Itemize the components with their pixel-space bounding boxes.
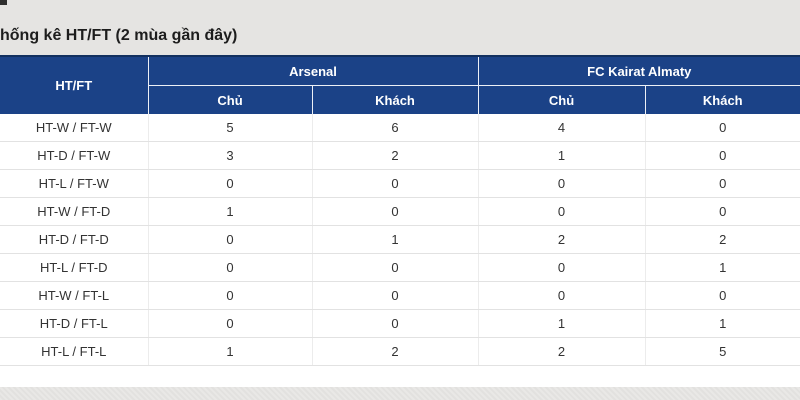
stat-cell: 2 — [477, 337, 646, 366]
team-header-kairat: FC Kairat Almaty — [477, 56, 800, 86]
table-row: HT-D / FT-L 0 0 1 1 — [0, 309, 800, 338]
subheader-arsenal-away: Khách — [311, 85, 479, 114]
stat-cell: 1 — [477, 141, 646, 170]
table-row: HT-W / FT-D 1 0 0 0 — [0, 197, 800, 226]
table-row: HT-D / FT-W 3 2 1 0 — [0, 141, 800, 170]
subheader-kairat-away: Khách — [644, 85, 800, 114]
row-label: HT-L / FT-D — [0, 253, 148, 282]
stat-cell: 5 — [644, 337, 800, 366]
stat-cell: 0 — [311, 197, 479, 226]
stat-cell: 0 — [147, 225, 312, 254]
home-away-header-row: Chủ Khách Chủ Khách — [0, 85, 800, 114]
stat-cell: 2 — [477, 225, 646, 254]
table-row: HT-L / FT-W 0 0 0 0 — [0, 169, 800, 198]
stat-cell: 0 — [311, 281, 479, 310]
stat-cell: 6 — [311, 114, 479, 142]
subheader-arsenal-home: Chủ — [147, 85, 312, 114]
stat-cell: 0 — [311, 169, 479, 198]
row-label: HT-D / FT-L — [0, 309, 148, 338]
stat-cell: 1 — [311, 225, 479, 254]
stat-cell: 1 — [147, 197, 312, 226]
stat-cell: 2 — [311, 337, 479, 366]
row-label: HT-D / FT-D — [0, 225, 148, 254]
row-label: HT-W / FT-L — [0, 281, 148, 310]
row-label: HT-W / FT-D — [0, 197, 148, 226]
stat-cell: 0 — [147, 309, 312, 338]
stat-cell: 5 — [147, 114, 312, 142]
stat-cell: 1 — [644, 253, 800, 282]
stat-cell: 0 — [311, 309, 479, 338]
stat-cell: 0 — [477, 281, 646, 310]
stat-cell: 0 — [644, 114, 800, 142]
subheader-kairat-home: Chủ — [477, 85, 646, 114]
stat-cell: 0 — [644, 169, 800, 198]
page-bottom-band — [0, 387, 800, 400]
stat-cell: 0 — [477, 169, 646, 198]
team-header-row: HT/FT Arsenal FC Kairat Almaty — [0, 56, 800, 114]
table-body: HT-W / FT-W 5 6 4 0 HT-D / FT-W 3 2 1 0 HT-L / FT-… — [0, 114, 800, 366]
stat-cell: 0 — [477, 253, 646, 282]
stat-cell: 0 — [644, 141, 800, 170]
stat-cell: 0 — [147, 253, 312, 282]
cropped-element-fragment — [0, 0, 7, 5]
stat-cell: 0 — [311, 253, 479, 282]
stat-cell: 1 — [477, 309, 646, 338]
stat-cell: 0 — [644, 281, 800, 310]
table-row: HT-L / FT-D 0 0 0 1 — [0, 253, 800, 282]
stat-cell: 3 — [147, 141, 312, 170]
stat-cell: 1 — [147, 337, 312, 366]
ht-ft-stats-table: HT/FT Arsenal FC Kairat Almaty Chủ Khách… — [0, 55, 800, 366]
stat-cell: 1 — [644, 309, 800, 338]
stat-cell: 0 — [147, 169, 312, 198]
stats-panel: HT/FT Arsenal FC Kairat Almaty Chủ Khách… — [0, 55, 800, 387]
table-row: HT-W / FT-L 0 0 0 0 — [0, 281, 800, 310]
section-title: hống kê HT/FT (2 mùa gần đây) — [0, 27, 238, 44]
row-label: HT-W / FT-W — [0, 114, 148, 142]
team-header-arsenal: Arsenal — [147, 56, 479, 86]
stat-cell: 0 — [477, 197, 646, 226]
stat-cell: 2 — [311, 141, 479, 170]
stat-cell: 4 — [477, 114, 646, 142]
row-label: HT-L / FT-L — [0, 337, 148, 366]
table-row: HT-L / FT-L 1 2 2 5 — [0, 337, 800, 366]
stat-cell: 0 — [644, 197, 800, 226]
row-label: HT-L / FT-W — [0, 169, 148, 198]
table-row: HT-D / FT-D 0 1 2 2 — [0, 225, 800, 254]
row-label: HT-D / FT-W — [0, 141, 148, 170]
table-header: HT/FT Arsenal FC Kairat Almaty Chủ Khách… — [0, 56, 800, 114]
table-row: HT-W / FT-W 5 6 4 0 — [0, 114, 800, 142]
stat-cell: 2 — [644, 225, 800, 254]
stat-cell: 0 — [147, 281, 312, 310]
corner-header-htft: HT/FT — [0, 56, 148, 114]
